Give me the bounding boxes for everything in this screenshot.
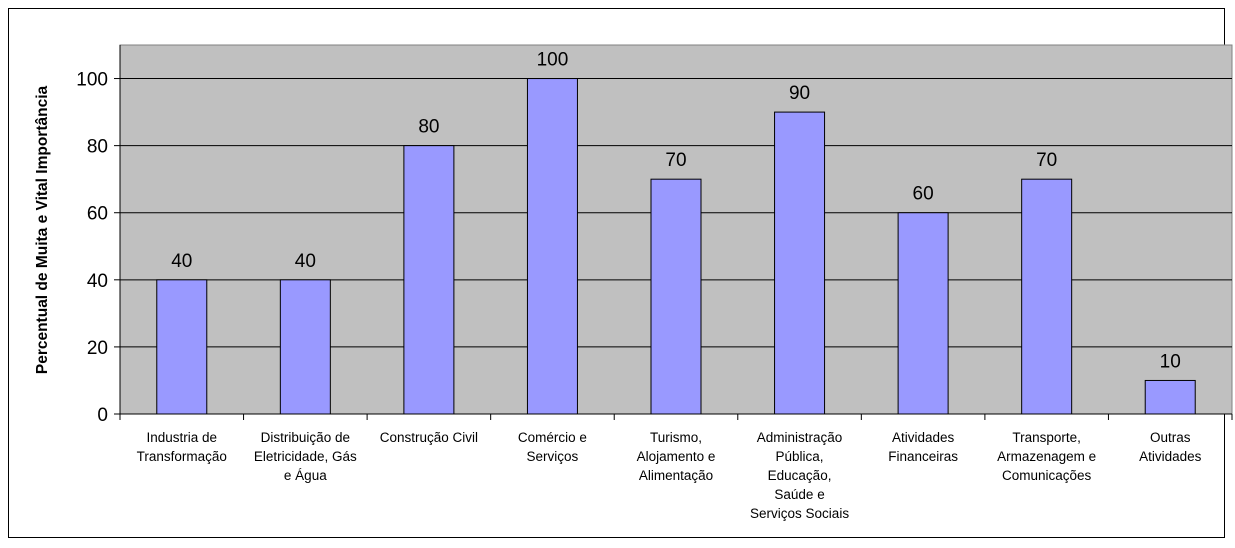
category-label: Transporte, Armazenagem e Comunicações [997, 430, 1096, 483]
bars [156, 78, 1196, 415]
y-tick-label: 20 [87, 338, 108, 359]
data-label: 100 [537, 50, 569, 71]
category-label: Outras Atividades [1139, 430, 1202, 464]
category-label: Distribuição de Eletricidade, Gás e Água [254, 430, 357, 483]
bar [1144, 379, 1196, 415]
bar [1021, 178, 1073, 415]
y-tick-label: 80 [87, 137, 108, 158]
bar [403, 145, 455, 415]
data-label: 40 [171, 251, 192, 272]
bar [279, 279, 331, 415]
y-tick-label: 40 [87, 271, 108, 292]
category-labels: Industria de Transformação Distribuição de… [137, 430, 1202, 521]
y-tick-label: 100 [76, 70, 108, 91]
data-label: 40 [295, 251, 316, 272]
bar [774, 111, 826, 415]
bar [897, 212, 949, 415]
data-label: 70 [1036, 150, 1057, 171]
category-label: Industria de Transformação [137, 430, 227, 464]
data-label: 10 [1160, 351, 1181, 372]
y-axis-label: Percentual de Muita e Vital Importância [34, 85, 51, 374]
category-label: Administração Pública, Educação, Saúde e Ser… [750, 430, 849, 521]
data-label: 60 [913, 184, 934, 205]
data-labels: 40 40 80 100 70 90 60 70 10 [171, 50, 1181, 373]
data-label: 90 [789, 83, 810, 104]
y-tick-label: 0 [97, 405, 108, 426]
bar [650, 178, 702, 415]
y-tick-label: 60 [87, 204, 108, 225]
y-tick-labels: 0 20 40 60 80 100 [76, 70, 108, 426]
data-label: 80 [418, 117, 439, 138]
category-label: Turismo, Alojamento e Alimentação [637, 430, 716, 483]
axes [114, 45, 1233, 420]
category-label: Comércio e Serviços [518, 430, 587, 464]
category-label: Atividades Financeiras [888, 430, 958, 464]
data-label: 70 [665, 150, 686, 171]
bar [156, 279, 208, 415]
bar [526, 78, 578, 415]
category-label: Construção Civil [380, 430, 478, 445]
